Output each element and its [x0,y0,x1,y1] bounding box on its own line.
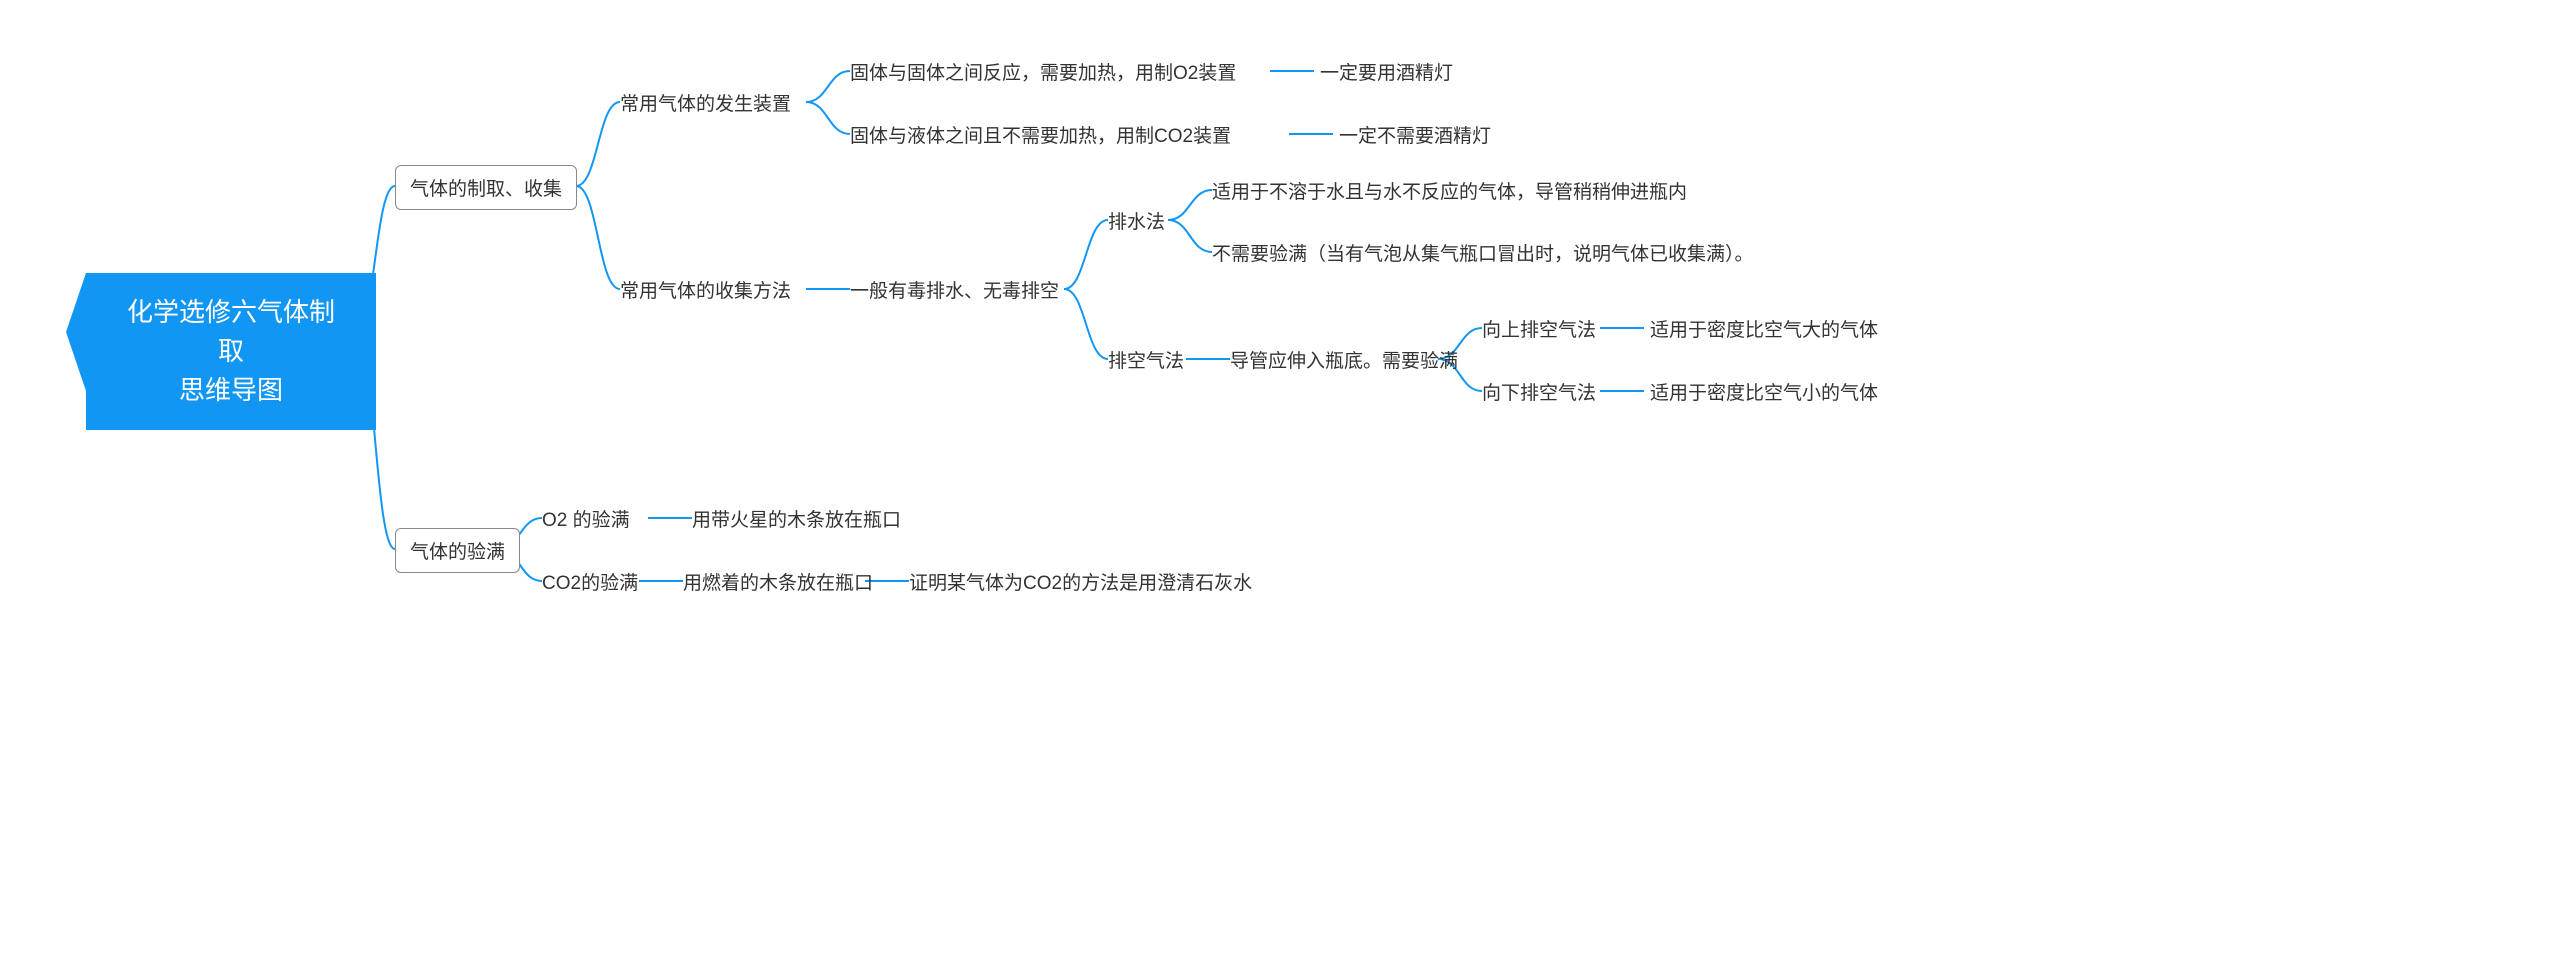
node-tube-bottom: 导管应伸入瓶底。需要验满 [1230,346,1458,373]
node-downward-air: 向下排空气法 [1482,378,1596,405]
node-alcohol-lamp-yes: 一定要用酒精灯 [1320,58,1453,85]
node-upward-air-d: 适用于密度比空气大的气体 [1650,315,1878,342]
node-generator-device: 常用气体的发生装置 [620,89,791,116]
node-water-method: 排水法 [1108,207,1165,234]
node-co2-proof: 证明某气体为CO2的方法是用澄清石灰水 [909,568,1252,595]
branch-gas-prep: 气体的制取、收集 [395,165,577,210]
root-line2: 思维导图 [179,375,283,405]
node-solid-solid: 固体与固体之间反应，需要加热，用制O2装置 [850,58,1236,85]
mindmap-connectors [0,0,2560,962]
root-line1: 化学选修六气体制取 [127,297,335,366]
node-air-method: 排空气法 [1108,346,1184,373]
node-water-method-d1: 适用于不溶于水且与水不反应的气体，导管稍稍伸进瓶内 [1212,177,1687,204]
node-co2-full: CO2的验满 [542,568,638,595]
node-alcohol-lamp-no: 一定不需要酒精灯 [1339,121,1491,148]
branch-gas-full: 气体的验满 [395,528,520,573]
node-drain-air: 一般有毒排水、无毒排空 [850,276,1059,303]
node-solid-liquid: 固体与液体之间且不需要加热，用制CO2装置 [850,121,1231,148]
node-water-method-d2: 不需要验满（当有气泡从集气瓶口冒出时，说明气体已收集满）。 [1212,239,1754,266]
node-upward-air: 向上排空气法 [1482,315,1596,342]
node-downward-air-d: 适用于密度比空气小的气体 [1650,378,1878,405]
node-collection-method: 常用气体的收集方法 [620,276,791,303]
root-node: 化学选修六气体制取 思维导图 [86,273,376,430]
node-co2-full-d: 用燃着的木条放在瓶口 [683,568,873,595]
node-o2-full-d: 用带火星的木条放在瓶口 [692,505,901,532]
node-o2-full: O2 的验满 [542,505,630,532]
